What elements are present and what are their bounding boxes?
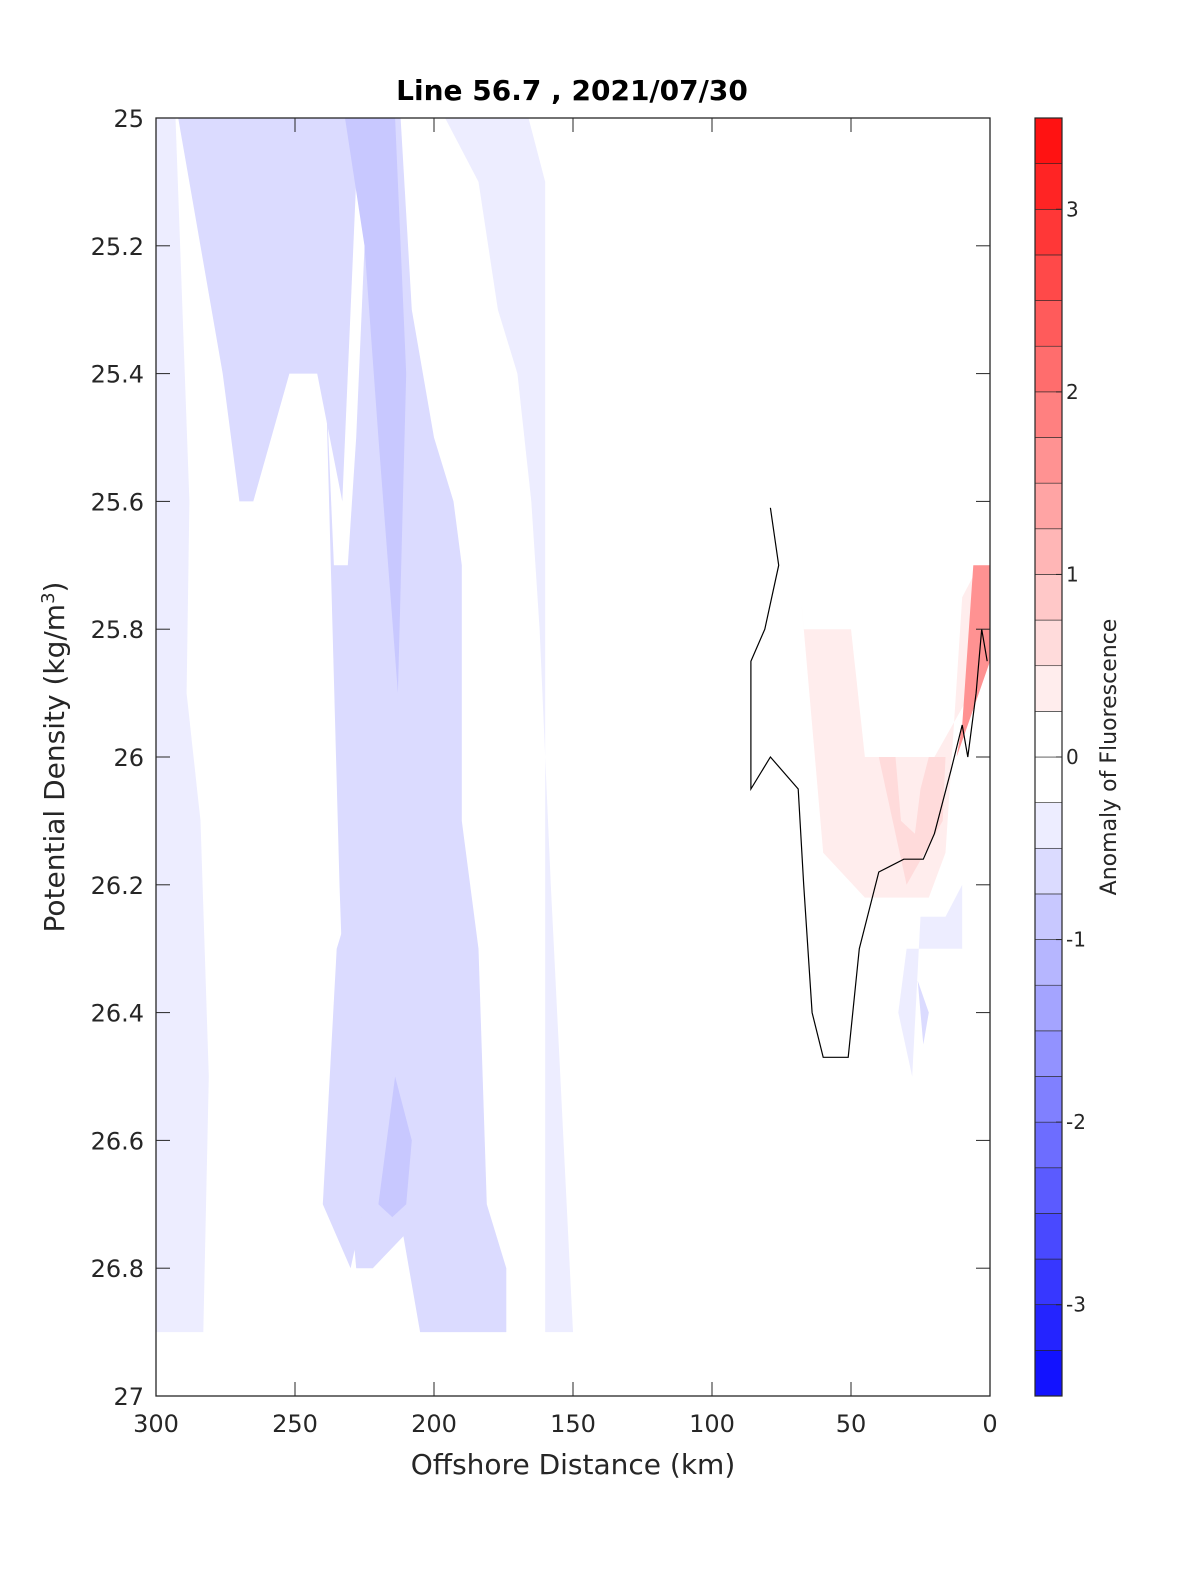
colorbar-level bbox=[1034, 665, 1063, 712]
x-tick-label: 50 bbox=[836, 1410, 867, 1438]
colorbar-tick-label: -2 bbox=[1066, 1110, 1086, 1134]
colorbar-level bbox=[1034, 528, 1063, 575]
contour-region-main-band-lower bbox=[322, 884, 393, 1269]
colorbar-level bbox=[1034, 1304, 1063, 1351]
contour-region-core-dark bbox=[345, 118, 407, 694]
chart-title: Line 56.7 , 2021/07/30 bbox=[396, 74, 748, 107]
colorbar-level bbox=[1034, 208, 1063, 256]
colorbar-level bbox=[1034, 1167, 1063, 1214]
y-axis-label-main: Potential Density (kg/m bbox=[38, 604, 71, 933]
y-tick-label: 25.8 bbox=[91, 616, 144, 644]
colorbar-level bbox=[1034, 117, 1063, 164]
y-axis: 25 25.2 25.4 25.6 25.8 26 26.2 26.4 26.6 26.8 27 bbox=[91, 105, 990, 1411]
y-tick-label: 26.6 bbox=[91, 1127, 144, 1155]
y-tick-label: 26.4 bbox=[91, 1000, 144, 1028]
contour-line-zero-contour bbox=[750, 507, 988, 1058]
y-tick-label: 26.8 bbox=[91, 1255, 144, 1283]
y-tick-label: 25.4 bbox=[91, 361, 144, 389]
colorbar-label: Anomaly of Fluorescence bbox=[1097, 619, 1122, 896]
contour-region-core-dark-lower bbox=[378, 1076, 412, 1218]
y-tick-label: 25.6 bbox=[91, 488, 144, 516]
colorbar-level bbox=[1034, 574, 1063, 621]
colorbar: -3 -2 -1 0 1 2 3 bbox=[1034, 117, 1086, 1397]
colorbar-level bbox=[1034, 300, 1063, 347]
plot-area: 300 250 200 150 100 50 0 2525.225.425.625.8262… bbox=[91, 105, 998, 1438]
y-tick-label: 25.2 bbox=[91, 233, 144, 261]
x-tick-label: 200 bbox=[411, 1410, 457, 1438]
colorbar-level bbox=[1034, 711, 1063, 758]
colorbar-level bbox=[1034, 163, 1063, 210]
y-axis-label: Potential Density (kg/m3) bbox=[38, 582, 72, 933]
contour-region-pink-mid bbox=[878, 757, 946, 885]
colorbar-tick-label: -3 bbox=[1066, 1293, 1086, 1317]
colorbar-level bbox=[1034, 1350, 1063, 1397]
contour-lines bbox=[750, 507, 988, 1058]
colorbar-tick-label: -1 bbox=[1066, 928, 1086, 952]
colorbar-tick-label: 2 bbox=[1066, 380, 1079, 404]
x-tick-label: 0 bbox=[982, 1410, 997, 1438]
colorbar-level bbox=[1034, 1076, 1063, 1123]
x-axis: 300 250 200 150 100 50 0 bbox=[133, 118, 998, 1438]
contour-fills bbox=[156, 118, 990, 1333]
colorbar-level bbox=[1034, 391, 1063, 438]
colorbar-level bbox=[1034, 437, 1063, 484]
colorbar-level bbox=[1034, 1030, 1063, 1077]
colorbar-level bbox=[1034, 847, 1063, 895]
contour-region-blue-right-lower bbox=[898, 884, 963, 1077]
y-tick-label: 27 bbox=[113, 1383, 144, 1411]
x-tick-label: 250 bbox=[272, 1410, 318, 1438]
y-tick-label: 25 bbox=[113, 105, 144, 133]
contour-region-right-band bbox=[445, 118, 573, 1333]
colorbar-level bbox=[1034, 939, 1063, 986]
y-tick-label: 26 bbox=[113, 744, 144, 772]
contour-region-blue-right-dot bbox=[917, 980, 929, 1045]
colorbar-level bbox=[1034, 984, 1063, 1032]
y-axis-label-close: ) bbox=[38, 582, 71, 593]
contour-region-red-wedge bbox=[956, 565, 990, 757]
colorbar-level bbox=[1034, 1121, 1063, 1169]
colorbar-level bbox=[1034, 756, 1063, 803]
y-tick-label: 26.2 bbox=[91, 872, 144, 900]
x-axis-label: Offshore Distance (km) bbox=[411, 1448, 736, 1481]
x-tick-label: 100 bbox=[689, 1410, 735, 1438]
colorbar-level bbox=[1034, 802, 1063, 849]
contour-region-left-band-outer bbox=[156, 118, 209, 1333]
colorbar-level bbox=[1034, 893, 1063, 940]
colorbar-tick-label: 0 bbox=[1066, 745, 1079, 769]
colorbar-level bbox=[1034, 254, 1063, 301]
colorbar-level bbox=[1034, 619, 1063, 667]
colorbar-level bbox=[1034, 482, 1063, 530]
contour-region-cross-band-upper bbox=[178, 118, 359, 502]
colorbar-level bbox=[1034, 1258, 1063, 1306]
x-tick-label: 300 bbox=[133, 1410, 179, 1438]
colorbar-tick-label: 1 bbox=[1066, 562, 1079, 586]
y-axis-label-superscript: 3 bbox=[38, 592, 59, 603]
colorbar-tick-label: 3 bbox=[1066, 197, 1079, 221]
colorbar-level bbox=[1034, 1213, 1063, 1260]
x-tick-label: 150 bbox=[550, 1410, 596, 1438]
colorbar-level bbox=[1034, 345, 1063, 393]
